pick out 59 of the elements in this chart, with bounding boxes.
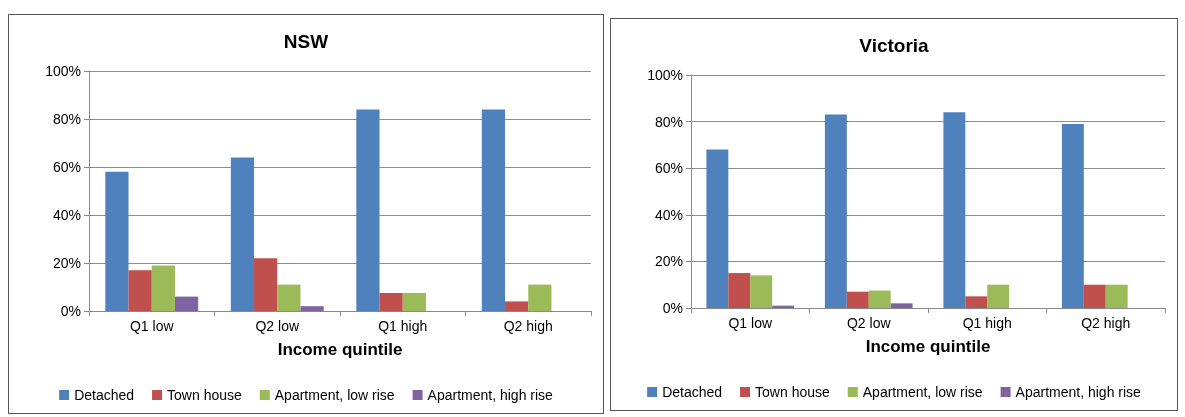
legend-label: Apartment, high rise [1015, 384, 1142, 400]
bar [379, 293, 403, 311]
bar [987, 284, 1010, 308]
legend-label: Apartment, low rise [862, 384, 983, 400]
x-axis-title: Income quintile [865, 337, 991, 356]
bar [174, 296, 199, 311]
bar [402, 293, 426, 311]
bar [1061, 123, 1084, 308]
y-tick-label: 60% [52, 159, 81, 175]
bar [846, 291, 869, 308]
bar [230, 157, 255, 311]
x-tick-label: Q2 high [1081, 315, 1131, 331]
x-tick-label: Q2 low [255, 318, 300, 334]
legend-label: Detached [662, 384, 723, 400]
bar [890, 303, 913, 308]
y-tick-label: 40% [52, 207, 81, 223]
y-tick-label: 80% [654, 113, 683, 130]
x-axis-title: Income quintile [277, 340, 403, 359]
bar [277, 284, 301, 311]
y-tick-label: 0% [60, 303, 81, 319]
bar [868, 290, 891, 308]
y-tick-label: 20% [654, 253, 683, 270]
x-tick-label: Q2 high [503, 318, 553, 334]
x-tick-label: Q1 low [129, 318, 175, 334]
bar [105, 171, 129, 311]
bar [706, 149, 729, 308]
y-tick-label: 80% [52, 111, 81, 127]
y-tick-label: 60% [654, 160, 683, 177]
bar [254, 258, 278, 311]
legend-label: Town house [755, 384, 830, 400]
bar [356, 109, 380, 311]
bar [300, 306, 324, 311]
x-tick-label: Q1 high [962, 315, 1012, 331]
x-tick-label: Q1 high [378, 318, 428, 334]
bar [965, 296, 988, 308]
bar [943, 112, 966, 308]
legend-label: Apartment, high rise [427, 387, 554, 403]
x-tick-label: Q1 low [728, 315, 773, 331]
bar [1083, 284, 1106, 308]
y-tick-label: 100% [647, 67, 683, 83]
legend-label: Town house [167, 387, 242, 403]
y-tick-label: 20% [52, 255, 81, 271]
bar [528, 284, 552, 311]
bar [151, 265, 175, 311]
bar [128, 270, 152, 311]
bar [824, 114, 847, 308]
bar [750, 275, 773, 308]
chart-title: Victoria [859, 35, 930, 56]
bar [728, 273, 751, 308]
bar [1105, 284, 1128, 308]
legend-label: Detached [74, 387, 135, 403]
legend-label: Apartment, low rise [274, 387, 395, 403]
bar [481, 109, 506, 311]
y-tick-label: 40% [654, 206, 683, 223]
x-tick-label: Q2 low [846, 315, 892, 331]
chart-title: NSW [283, 31, 329, 52]
bar [505, 301, 529, 311]
y-tick-label: 0% [662, 300, 683, 316]
y-tick-label: 100% [45, 63, 81, 79]
